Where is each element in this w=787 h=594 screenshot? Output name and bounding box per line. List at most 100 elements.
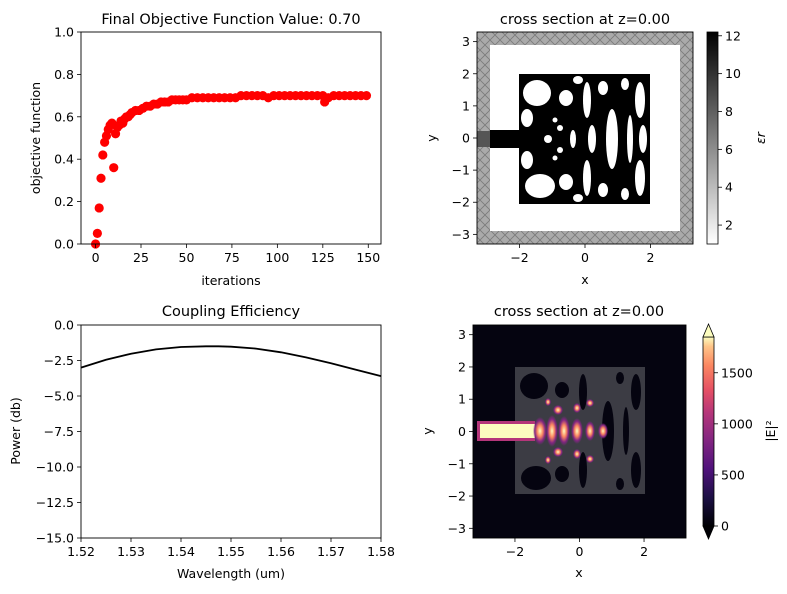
field-image (473, 325, 686, 538)
coupling-ylabel: Power (db) (8, 397, 23, 464)
xtick-label: 1.58 (367, 544, 395, 559)
permittivity-yticks: −3 −2 −1 0 1 2 3 (452, 34, 477, 242)
field-ylabel: y (420, 427, 435, 435)
colorbar-tick-label: 4 (725, 180, 733, 195)
field-xlabel: x (575, 565, 582, 580)
xtick-label: 1.57 (317, 544, 345, 559)
ytick-label: −5.0 (44, 389, 74, 404)
coupling-panel: Coupling Efficiency 1.52 1.53 1.54 1.55 1.56… (8, 304, 395, 581)
field-colorbar-extend-max (702, 322, 715, 338)
colorbar-tick-label: 10 (725, 66, 741, 81)
ytick-label: 0.2 (54, 194, 74, 209)
objective-marks (90, 91, 372, 249)
scatter-point (92, 228, 102, 238)
xtick-label: 2 (640, 544, 648, 559)
ytick-label: 2 (458, 359, 466, 374)
xtick-label: 0 (576, 544, 584, 559)
ytick-label: −2 (448, 489, 466, 504)
colorbar-tick-label: 2 (725, 218, 733, 233)
ytick-label: 0.6 (54, 109, 74, 124)
field-title: cross section at z=0.00 (494, 304, 664, 320)
xtick-label: −2 (510, 250, 528, 265)
permittivity-xticks: −2 0 2 (510, 244, 654, 265)
permittivity-colorbar-label: εr (753, 131, 768, 144)
scatter-point (361, 91, 372, 101)
xtick-label: 0 (581, 250, 589, 265)
objective-yticks: 0.0 0.2 0.4 0.6 0.8 1.0 (54, 25, 81, 252)
colorbar-tick-label: 500 (721, 467, 745, 482)
input-waveguide (490, 130, 522, 148)
ytick-label: 0 (462, 131, 470, 146)
ytick-label: 1 (458, 392, 466, 407)
ytick-label: 3 (462, 34, 470, 49)
ytick-label: −12.5 (36, 495, 74, 510)
xtick-label: 1.54 (167, 544, 195, 559)
ytick-label: 1.0 (54, 25, 74, 40)
coupling-xlabel: Wavelength (um) (177, 566, 285, 581)
xtick-label: −2 (506, 544, 524, 559)
waveguide-in-pml (477, 131, 491, 147)
ytick-label: −3 (452, 227, 470, 242)
design-overlay-holes (520, 372, 641, 490)
permittivity-panel: cross section at z=0.00 (424, 12, 768, 287)
field-colorbar-ticks: 0 500 1000 1500 (714, 365, 753, 534)
ytick-label: −10.0 (36, 460, 74, 475)
colorbar-tick-label: 6 (725, 142, 733, 157)
ytick-label: 3 (458, 327, 466, 342)
coupling-xticks: 1.52 1.53 1.54 1.55 1.56 1.57 1.58 (67, 538, 395, 559)
permittivity-image (477, 32, 693, 244)
xtick-label: 2 (646, 250, 654, 265)
ytick-label: 0.4 (54, 152, 74, 167)
ytick-label: −2 (452, 195, 470, 210)
ytick-label: 0 (458, 424, 466, 439)
colorbar-tick-label: 8 (725, 104, 733, 119)
ytick-label: −3 (448, 521, 466, 536)
colorbar-tick-label: 0 (721, 519, 729, 534)
ytick-label: 2 (462, 66, 470, 81)
coupling-axes-frame (80, 324, 382, 539)
xtick-label: 0 (92, 250, 100, 265)
field-colorbar-extend-min (702, 525, 715, 541)
ytick-label: 0.8 (54, 67, 74, 82)
design-holes (521, 76, 647, 202)
waveguide-field (480, 424, 535, 438)
xtick-label: 1.56 (267, 544, 295, 559)
ytick-label: −2.5 (44, 353, 74, 368)
coupling-yticks: 0.0 −2.5 −5.0 −7.5 −10.0 −12.5 −15.0 (36, 318, 81, 546)
permittivity-ylabel: y (424, 134, 439, 142)
colorbar-tick-label: 12 (725, 28, 741, 43)
ytick-label: −15.0 (36, 531, 74, 546)
xtick-label: 1.52 (67, 544, 95, 559)
xtick-label: 50 (179, 250, 195, 265)
field-colorbar-label: |E|² (763, 420, 778, 441)
scatter-point (109, 163, 119, 173)
ytick-label: 0.0 (54, 318, 74, 333)
ytick-label: −1 (448, 456, 466, 471)
ytick-label: 0.0 (54, 237, 74, 252)
xtick-label: 25 (133, 250, 149, 265)
xtick-label: 75 (224, 250, 240, 265)
colorbar-tick-label: 1500 (721, 365, 753, 380)
permittivity-colorbar-ticks: 2 4 6 8 10 12 (718, 28, 741, 233)
objective-ylabel: objective function (28, 82, 43, 194)
objective-xlabel: iterations (201, 273, 260, 288)
coupling-series-line (80, 345, 382, 377)
objective-axes-frame (80, 31, 382, 245)
xtick-label: 1.55 (217, 544, 245, 559)
permittivity-title: cross section at z=0.00 (500, 12, 670, 28)
xtick-label: 100 (265, 250, 289, 265)
field-hotspots (533, 398, 608, 464)
field-yticks: −3 −2 −1 0 1 2 3 (448, 327, 473, 536)
xtick-label: 125 (311, 250, 335, 265)
objective-panel: Final Objective Function Value: 0.70 0 25… (28, 12, 382, 288)
ytick-label: 1 (462, 98, 470, 113)
objective-xticks: 0 25 50 75 100 125 150 (92, 244, 380, 265)
coupling-title: Coupling Efficiency (162, 304, 301, 320)
ytick-label: −1 (452, 163, 470, 178)
colorbar-tick-label: 1000 (721, 416, 753, 431)
scatter-point (96, 173, 106, 183)
ytick-label: −7.5 (44, 424, 74, 439)
xtick-label: 1.53 (117, 544, 145, 559)
field-xticks: −2 0 2 (506, 538, 648, 559)
